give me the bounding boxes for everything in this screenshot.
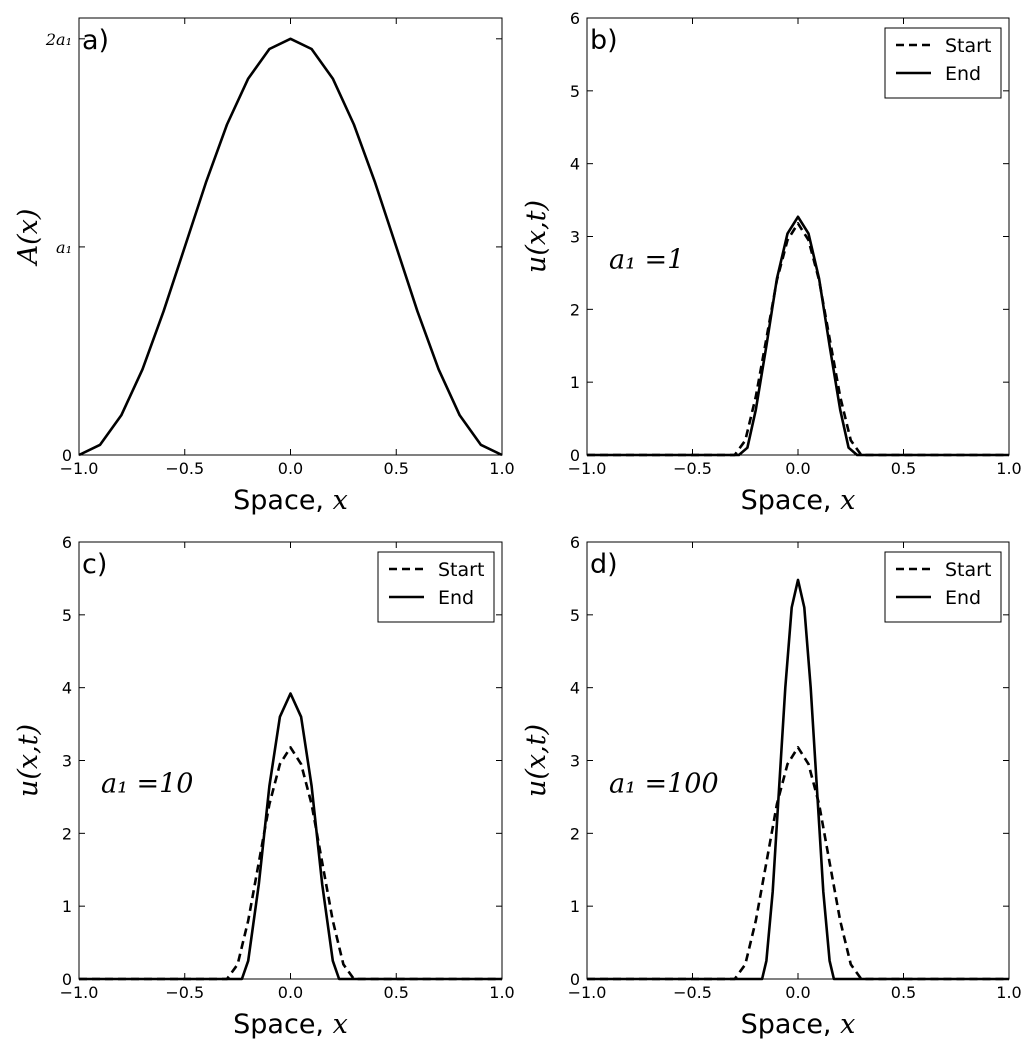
x-tick-label: 0.5 (891, 983, 916, 1002)
x-tick-label: −1.0 (568, 983, 607, 1002)
x-tick-label: −1.0 (568, 459, 607, 478)
y-axis-label: A(x) (13, 209, 44, 268)
x-tick-label: 0.5 (384, 983, 409, 1002)
legend-end-label: End (438, 587, 474, 609)
x-tick-label: 1.0 (489, 983, 514, 1002)
legend-start-label: Start (945, 559, 991, 581)
y-tick-label: 3 (570, 228, 580, 247)
y-tick-label: 5 (570, 82, 580, 101)
x-tick-label: 1.0 (996, 459, 1021, 478)
y-tick-label: 0 (62, 970, 72, 989)
legend: Start End (377, 551, 495, 623)
x-axis-label: Space, x (741, 1009, 856, 1040)
y-tick-label: 4 (570, 155, 580, 174)
annotation: a₁ =1 (609, 244, 684, 275)
legend: Start End (884, 551, 1002, 623)
x-tick-label: −0.5 (165, 983, 204, 1002)
x-axis-label-var: x (333, 1009, 348, 1040)
panel-label: a) (82, 25, 109, 56)
series-end-line (587, 578, 1009, 981)
series-start-line (587, 222, 1009, 457)
legend-end-label: End (945, 587, 981, 609)
x-tick-label: 0.5 (384, 459, 409, 478)
y-tick-label: 2 (62, 824, 72, 843)
series-start-line (587, 746, 1009, 981)
y-tick-label: 6 (570, 9, 580, 28)
x-tick-label: 0.0 (785, 983, 810, 1002)
legend-start-label: Start (438, 559, 484, 581)
annotation: a₁ =100 (609, 768, 719, 799)
x-tick-label: −1.0 (60, 983, 99, 1002)
x-axis-label-var: x (840, 1009, 855, 1040)
legend-box (884, 27, 1002, 99)
y-tick-label: 5 (570, 606, 580, 625)
x-tick-label: 0.0 (785, 459, 810, 478)
panel-label: d) (590, 549, 618, 580)
x-tick-label: 0.5 (891, 459, 916, 478)
legend-end-label: End (945, 63, 981, 85)
y-tick-label: 3 (62, 752, 72, 771)
panel-c: −1.0 −0.5 0.0 0.5 1.0 0 1 2 3 4 5 6 c) Space, x u(x,t)… (13, 533, 515, 1040)
series-start-line (79, 746, 502, 981)
y-tick-label: 2 (570, 300, 580, 319)
y-tick-label: 6 (570, 533, 580, 552)
y-axis-label: u(x,t) (13, 724, 44, 797)
x-axis-label: Space, x (741, 485, 856, 516)
panel-label: c) (82, 549, 107, 580)
panel-a: −1.0 −0.5 0.0 0.5 1.0 0 a₁ 2a₁ a) Space, x A(x) (13, 17, 515, 516)
x-tick-label: −0.5 (673, 983, 712, 1002)
y-tick-label: 2a₁ (45, 30, 72, 49)
x-axis-label-var: x (333, 485, 348, 516)
x-axis-label: Space, x (233, 1009, 348, 1040)
y-tick-label: 4 (62, 679, 72, 698)
x-tick-label: 1.0 (996, 983, 1021, 1002)
y-tick-label: 3 (570, 752, 580, 771)
annotation: a₁ =10 (101, 768, 193, 799)
y-tick-label: 0 (570, 970, 580, 989)
legend-box (884, 551, 1002, 623)
y-axis-label: u(x,t) (521, 724, 552, 797)
y-tick-label: 5 (62, 606, 72, 625)
y-tick-label: 0 (62, 446, 72, 465)
y-tick-label: a₁ (56, 238, 72, 257)
x-tick-label: 0.0 (278, 983, 303, 1002)
x-axis-label-var: x (840, 485, 855, 516)
series-end-line (79, 692, 502, 981)
series-a-line (78, 37, 503, 457)
panel-b: −1.0 −0.5 0.0 0.5 1.0 0 1 2 3 4 5 6 b) Space, x u(x,t)… (521, 9, 1022, 516)
y-tick-label: 1 (62, 897, 72, 916)
y-tick-label: 6 (62, 533, 72, 552)
legend-start-label: Start (945, 35, 991, 57)
x-tick-label: −0.5 (165, 459, 204, 478)
x-tick-label: 0.0 (278, 459, 303, 478)
x-tick-label: −1.0 (60, 459, 99, 478)
y-tick-label: 1 (570, 373, 580, 392)
series-end-line (587, 215, 1009, 457)
legend: Start End (884, 27, 1002, 99)
x-axis-label: Space, x (233, 485, 348, 516)
x-tick-label: 1.0 (489, 459, 514, 478)
panel-label: b) (590, 25, 618, 56)
y-axis-label: u(x,t) (521, 200, 552, 273)
panel-d: −1.0 −0.5 0.0 0.5 1.0 0 1 2 3 4 5 6 d) Space, x u(x,t)… (521, 533, 1022, 1040)
y-tick-label: 0 (570, 446, 580, 465)
y-tick-label: 4 (570, 679, 580, 698)
x-tick-label: −0.5 (673, 459, 712, 478)
y-tick-label: 1 (570, 897, 580, 916)
axes-frame (78, 17, 503, 456)
legend-box (377, 551, 495, 623)
y-tick-label: 2 (570, 824, 580, 843)
